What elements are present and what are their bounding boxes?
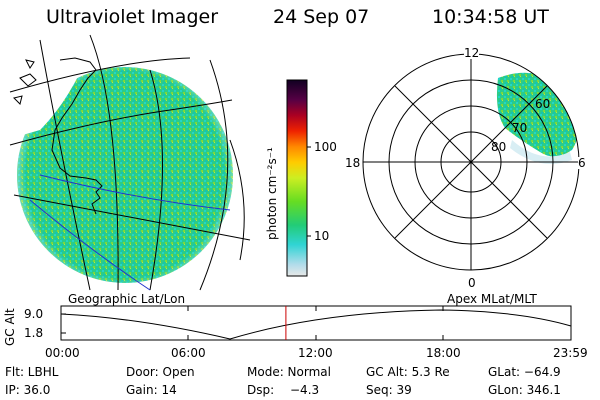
instrument-title: Ultraviolet Imager: [46, 6, 219, 28]
altitude-plot: [60, 305, 572, 341]
status-filter: Flt: LBHL: [5, 365, 59, 379]
status-ip: IP: 36.0: [5, 383, 51, 397]
status-seq: Seq: 39: [366, 383, 412, 397]
mlt-label-18: 18: [345, 156, 361, 170]
mlt-label-12: 12: [464, 46, 480, 60]
geographic-image: [5, 34, 251, 291]
colorbar-tick-10: 10: [314, 229, 330, 243]
colorbar-tick-100: 100: [314, 140, 337, 154]
mlt-label-6: 6: [578, 156, 586, 170]
altitude-xtick-1800: 18:00: [426, 346, 461, 360]
status-dsp-value: −4.3: [290, 383, 320, 397]
polar-plot: [362, 53, 580, 271]
altitude-ytick-9: 9.0: [24, 307, 44, 321]
altitude-curve: [60, 309, 572, 340]
status-dsp-label: Dsp:: [247, 383, 275, 397]
status-gc-alt: GC Alt: 5.3 Re: [366, 365, 450, 379]
mlat-label-60: 60: [535, 97, 551, 111]
altitude-xtick-1200: 12:00: [298, 346, 333, 360]
mlt-label-0: 0: [468, 276, 476, 290]
altitude-xtick-0600: 06:00: [171, 346, 206, 360]
color-bar: [286, 79, 311, 277]
status-door: Door: Open: [126, 365, 195, 379]
mlat-label-70: 70: [512, 121, 528, 135]
date-label: 24 Sep 07: [273, 6, 370, 28]
altitude-xtick-2359: 23:59: [553, 346, 588, 360]
time-label: 10:34:58 UT: [432, 6, 549, 28]
altitude-ylabel: GC Alt: [3, 308, 17, 346]
status-mode: Mode: Normal: [247, 365, 331, 379]
colorbar-unit-label: photon cm⁻²s⁻¹: [265, 147, 279, 240]
geographic-panel-label: Geographic Lat/Lon: [68, 292, 186, 306]
status-glat: GLat: −64.9: [488, 365, 561, 379]
status-gain: Gain: 14: [126, 383, 177, 397]
mlat-label-80: 80: [491, 140, 507, 154]
apex-panel-label: Apex MLat/MLT: [447, 292, 537, 306]
status-glon: GLon: 346.1: [488, 383, 561, 397]
altitude-xtick-0000: 00:00: [45, 346, 80, 360]
altitude-ytick-1-8: 1.8: [24, 326, 44, 340]
